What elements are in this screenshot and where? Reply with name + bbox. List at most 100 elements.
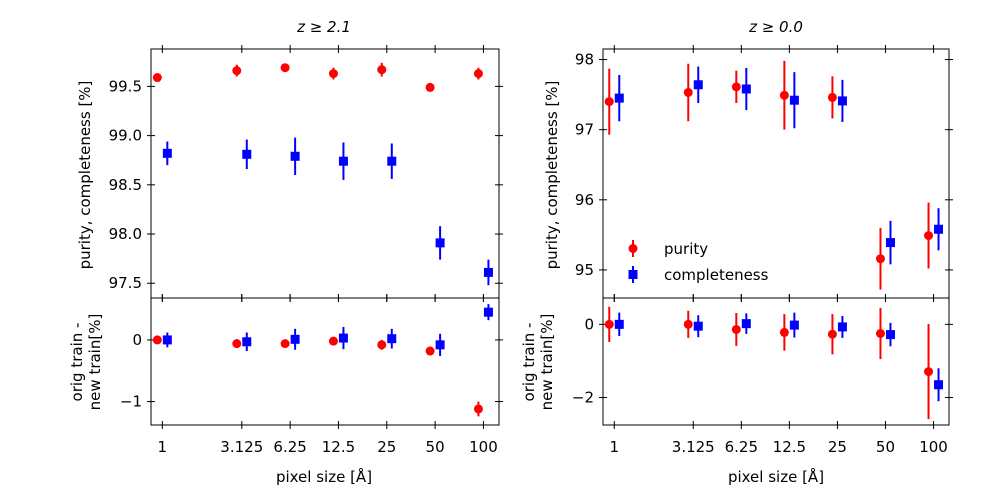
left-xlabel: pixel size [Å] xyxy=(276,467,372,486)
legend-purity-marker xyxy=(628,244,638,253)
right-bottom-xtick-label: 50 xyxy=(876,438,895,456)
legend-purity-label: purity xyxy=(664,240,708,258)
purity-point xyxy=(604,319,614,329)
purity-point xyxy=(377,340,387,350)
chart-left-title: z ≥ 2.1 xyxy=(296,18,351,36)
purity-point xyxy=(473,69,483,79)
purity-point xyxy=(604,97,614,107)
purity-point xyxy=(827,92,837,102)
purity-point xyxy=(280,63,290,73)
left-top-series-completeness xyxy=(162,137,493,286)
purity-point xyxy=(232,66,242,76)
completeness-point xyxy=(693,80,703,90)
completeness-point xyxy=(483,307,493,317)
left-top-ylabel: purity, completeness [%] xyxy=(76,81,94,270)
completeness-point xyxy=(242,149,252,159)
completeness-point xyxy=(435,238,445,248)
right-bottom-axes: 1 3.125 6.25 12.5 25 50 100 −2 0 xyxy=(572,294,953,456)
completeness-point xyxy=(934,224,944,234)
completeness-point xyxy=(885,238,895,248)
purity-point xyxy=(924,367,934,377)
left-top-ytick-label: 99.5 xyxy=(109,77,142,95)
left-bottom-xtick-label: 12.5 xyxy=(322,438,355,456)
left-bottom-xtick-label: 50 xyxy=(426,438,445,456)
left-bottom-ylabel-line2: new train[%] xyxy=(86,314,104,411)
completeness-point xyxy=(338,156,348,166)
left-top-ytick-label: 98.5 xyxy=(109,176,142,194)
right-bottom-frame xyxy=(602,297,950,426)
left-bottom-xtick-label: 25 xyxy=(377,438,396,456)
right-bottom-series-completeness xyxy=(614,312,944,402)
chart-left: z ≥ 2.1 97.598.098.599.099.5 1 3.125 6.25 1… xyxy=(68,18,503,486)
right-top-series-completeness xyxy=(614,66,944,265)
right-bottom-xtick-label: 100 xyxy=(919,438,948,456)
right-bottom-xtick-label: 3.125 xyxy=(672,438,715,456)
completeness-point xyxy=(789,95,799,105)
right-top-ytick-label: 95 xyxy=(575,261,594,279)
completeness-point xyxy=(290,151,300,161)
right-top-ytick-label: 97 xyxy=(575,121,594,139)
legend: purity completeness xyxy=(628,240,769,284)
right-top-series-purity xyxy=(604,60,934,290)
completeness-point xyxy=(741,319,751,329)
legend-completeness-marker xyxy=(628,270,638,279)
purity-point xyxy=(683,87,693,97)
purity-point xyxy=(875,254,885,264)
right-top-ytick-label: 96 xyxy=(575,191,594,209)
completeness-point xyxy=(162,148,172,158)
purity-point xyxy=(328,336,338,346)
right-top-ytick-label: 98 xyxy=(575,51,594,69)
left-bottom-axes: 1 3.125 6.25 12.5 25 50 100 −1 0 xyxy=(120,294,503,456)
purity-point xyxy=(473,404,483,414)
left-top-series-purity xyxy=(152,62,483,92)
purity-point xyxy=(779,327,789,337)
right-bottom-xtick-label: 1 xyxy=(609,438,619,456)
purity-point xyxy=(152,335,162,345)
right-top-frame xyxy=(602,48,950,299)
left-bottom-ytick-label: 0 xyxy=(132,331,142,349)
left-bottom-xtick-label: 3.125 xyxy=(220,438,263,456)
left-bottom-ylabel-line1: orig train - xyxy=(68,323,86,402)
purity-point xyxy=(232,339,242,349)
completeness-point xyxy=(387,334,397,344)
purity-point xyxy=(328,69,338,79)
purity-point xyxy=(779,90,789,100)
completeness-point xyxy=(387,156,397,166)
purity-point xyxy=(924,231,934,241)
right-top-ylabel: purity, completeness [%] xyxy=(543,81,561,270)
completeness-point xyxy=(789,320,799,330)
right-bottom-ylabel-line1: orig train - xyxy=(520,323,538,402)
completeness-point xyxy=(741,84,751,94)
chart-right-title: z ≥ 0.0 xyxy=(748,18,803,36)
left-bottom-xtick-label: 1 xyxy=(158,438,168,456)
left-top-ytick-label: 97.5 xyxy=(109,274,142,292)
completeness-point xyxy=(837,96,847,106)
completeness-point xyxy=(837,322,847,332)
completeness-point xyxy=(693,321,703,331)
completeness-point xyxy=(435,340,445,350)
purity-point xyxy=(377,65,387,75)
purity-point xyxy=(152,73,162,83)
right-bottom-series-purity xyxy=(604,306,934,420)
legend-completeness-label: completeness xyxy=(664,266,769,284)
purity-point xyxy=(425,82,435,92)
right-top-axes: 95 96 97 98 xyxy=(575,45,953,302)
left-bottom-xtick-label: 6.25 xyxy=(273,438,306,456)
purity-point xyxy=(280,339,290,349)
right-bottom-xtick-label: 6.25 xyxy=(725,438,758,456)
left-bottom-series-completeness xyxy=(162,304,493,356)
right-bottom-ylabel-line2: new train[%] xyxy=(538,314,556,411)
left-top-ytick-label: 99.0 xyxy=(109,127,142,145)
completeness-point xyxy=(162,335,172,345)
left-top-axes: 97.5 98.0 98.5 99.0 99.5 xyxy=(109,45,503,302)
left-bottom-frame xyxy=(150,297,500,426)
right-xlabel: pixel size [Å] xyxy=(728,467,824,486)
left-bottom-series-purity xyxy=(152,335,483,417)
chart-right: z ≥ 0.0 95 96 97 98 1 3.125 6.25 12.5 25 50 100 −2… xyxy=(520,18,953,486)
left-bottom-xtick-label: 100 xyxy=(469,438,498,456)
left-bottom-ytick-label: −1 xyxy=(120,393,142,411)
right-bottom-xtick-label: 12.5 xyxy=(773,438,806,456)
purity-point xyxy=(425,346,435,356)
completeness-point xyxy=(614,93,624,103)
